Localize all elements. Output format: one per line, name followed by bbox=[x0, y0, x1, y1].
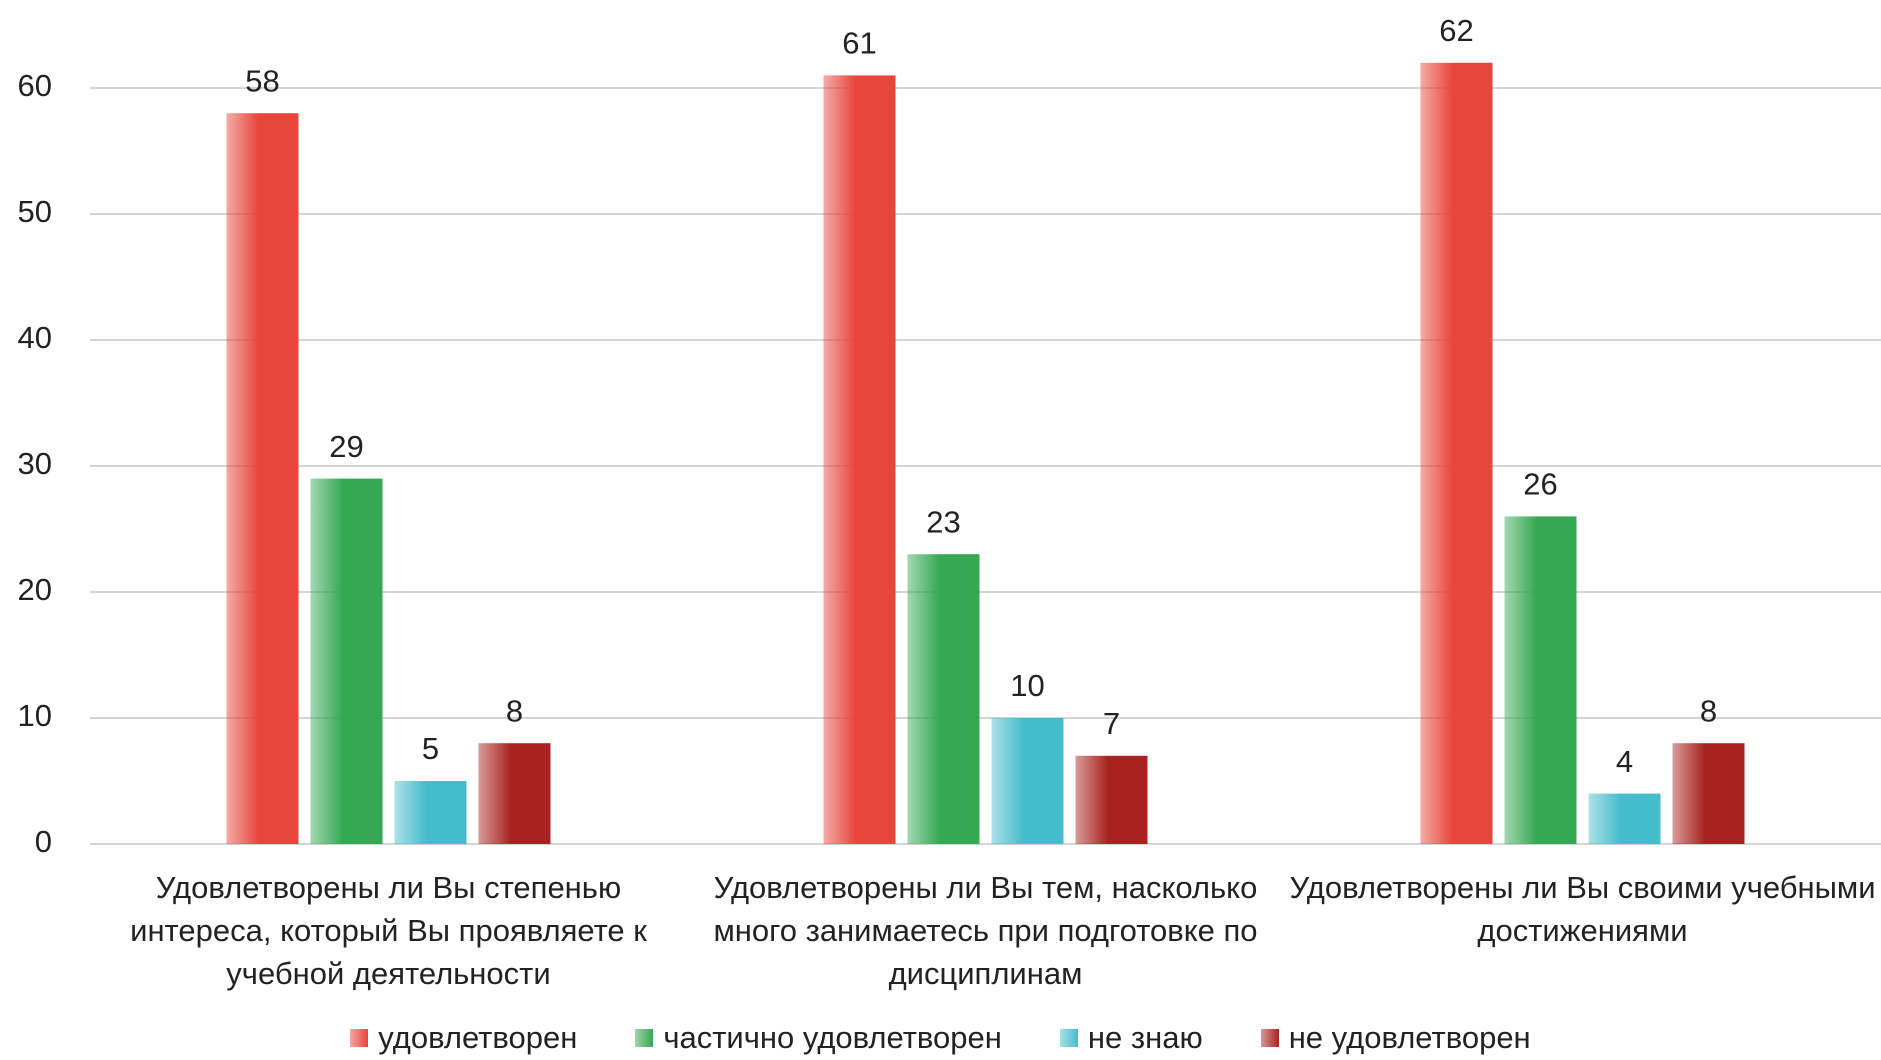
x-tick-label: Удовлетворены ли Вы степенью интереса, к… bbox=[130, 870, 647, 991]
bar bbox=[1420, 62, 1493, 845]
y-tick-label: 50 bbox=[18, 194, 52, 229]
value-label: 10 bbox=[1010, 668, 1044, 703]
y-tick-label: 40 bbox=[18, 320, 52, 355]
bar bbox=[907, 554, 980, 844]
x-tick-label: Удовлетворены ли Вы своими учебными дост… bbox=[1289, 870, 1876, 948]
value-label: 7 bbox=[1103, 706, 1120, 741]
legend-swatch bbox=[350, 1029, 369, 1047]
legend-label: частично удовлетворен bbox=[663, 1020, 1002, 1055]
value-label: 62 bbox=[1439, 13, 1473, 48]
y-tick-label: 60 bbox=[18, 68, 52, 103]
y-tick-label: 20 bbox=[18, 572, 52, 607]
bar bbox=[1672, 743, 1745, 844]
legend-label: не удовлетворен bbox=[1288, 1020, 1531, 1055]
legend-swatch bbox=[1260, 1029, 1279, 1047]
bar bbox=[1588, 793, 1661, 844]
x-tick-label: Удовлетворены ли Вы тем, насколько много… bbox=[713, 870, 1258, 991]
bar bbox=[478, 743, 551, 844]
bar bbox=[991, 718, 1064, 844]
value-label: 58 bbox=[245, 63, 279, 98]
value-label: 5 bbox=[422, 731, 439, 766]
y-tick-label: 10 bbox=[18, 698, 52, 733]
bar bbox=[310, 478, 383, 844]
y-tick-label: 30 bbox=[18, 446, 52, 481]
bar bbox=[226, 113, 299, 844]
value-label: 8 bbox=[1700, 693, 1717, 728]
bar bbox=[394, 781, 467, 844]
bar bbox=[823, 75, 896, 844]
legend-label: не знаю bbox=[1087, 1020, 1203, 1055]
legend: удовлетворен частично удовлетворен не знаю… bbox=[0, 1020, 1881, 1056]
value-label: 61 bbox=[842, 26, 876, 61]
legend-item: не знаю bbox=[1059, 1020, 1203, 1056]
legend-item: частично удовлетворен bbox=[635, 1020, 1002, 1056]
value-label: 29 bbox=[329, 429, 363, 464]
value-label: 8 bbox=[506, 693, 523, 728]
legend-item: не удовлетворен bbox=[1260, 1020, 1531, 1056]
legend-swatch bbox=[1059, 1029, 1078, 1047]
legend-item: удовлетворен bbox=[350, 1020, 577, 1056]
value-label: 4 bbox=[1616, 744, 1633, 779]
legend-swatch bbox=[635, 1029, 654, 1047]
y-tick-label: 0 bbox=[35, 824, 52, 859]
value-label: 26 bbox=[1523, 467, 1557, 502]
bar bbox=[1075, 755, 1148, 844]
legend-label: удовлетворен bbox=[378, 1020, 578, 1055]
bar bbox=[1504, 516, 1577, 844]
value-label: 23 bbox=[926, 504, 960, 539]
